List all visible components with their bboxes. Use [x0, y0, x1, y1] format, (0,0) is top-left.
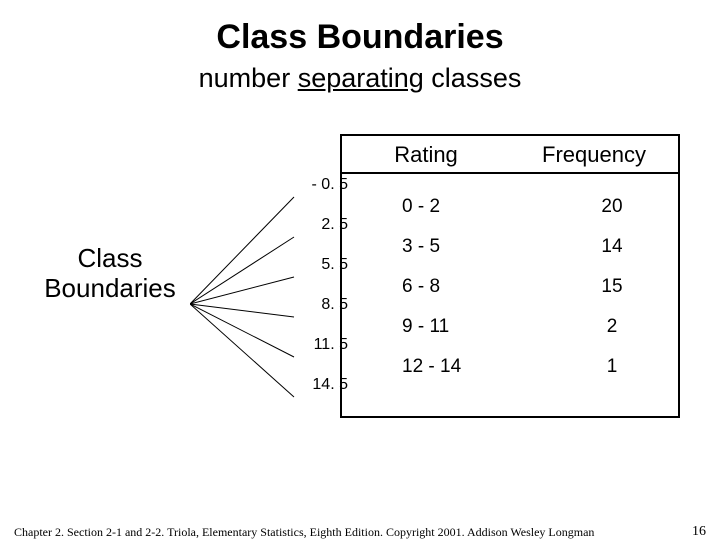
side-label: Class Boundaries: [30, 244, 190, 304]
fan-line: [190, 304, 294, 397]
fan-line: [190, 237, 294, 304]
boundary-label: 11. 5: [314, 336, 348, 354]
table-body: - 0. 52. 55. 58. 511. 514. 5 0 - 23 - 56…: [342, 174, 678, 416]
rating-cell: 3 - 5: [402, 236, 440, 258]
frequency-cell: 14: [562, 236, 662, 258]
page-title: Class Boundaries: [0, 18, 720, 57]
frequency-cell: 15: [562, 276, 662, 298]
frequency-cell: 2: [562, 316, 662, 338]
subtitle-c: classes: [424, 63, 522, 93]
fan-line: [190, 304, 294, 317]
fan-line: [190, 197, 294, 304]
table-header-row: Rating Frequency: [342, 136, 678, 174]
rating-cell: 12 - 14: [402, 356, 461, 378]
boundary-label: 14. 5: [312, 376, 348, 394]
fan-line: [190, 304, 294, 357]
footer-text: Chapter 2. Section 2-1 and 2-2. Triola, …: [14, 525, 594, 539]
content-area: Class Boundaries Rating Frequency - 0. 5…: [0, 134, 720, 454]
col-header-frequency: Frequency: [510, 136, 678, 172]
boundary-label: 8. 5: [321, 296, 348, 314]
rating-cell: 9 - 11: [402, 316, 449, 338]
frequency-cell: 20: [562, 196, 662, 218]
subtitle-b: separating: [298, 63, 424, 93]
fan-lines: [190, 189, 300, 419]
page-number: 16: [692, 524, 706, 540]
boundary-label: - 0. 5: [312, 176, 348, 194]
col-header-rating: Rating: [342, 136, 510, 172]
rating-cell: 0 - 2: [402, 196, 440, 218]
frequency-table: Rating Frequency - 0. 52. 55. 58. 511. 5…: [340, 134, 680, 418]
boundary-label: 2. 5: [321, 216, 348, 234]
fan-line: [190, 277, 294, 304]
rating-cell: 6 - 8: [402, 276, 440, 298]
side-label-line2: Boundaries: [44, 273, 176, 303]
subtitle: number separating classes: [0, 63, 720, 94]
subtitle-a: number: [199, 63, 298, 93]
boundary-label: 5. 5: [321, 256, 348, 274]
side-label-line1: Class: [77, 243, 142, 273]
frequency-cell: 1: [562, 356, 662, 378]
footer: Chapter 2. Section 2-1 and 2-2. Triola, …: [14, 525, 706, 540]
